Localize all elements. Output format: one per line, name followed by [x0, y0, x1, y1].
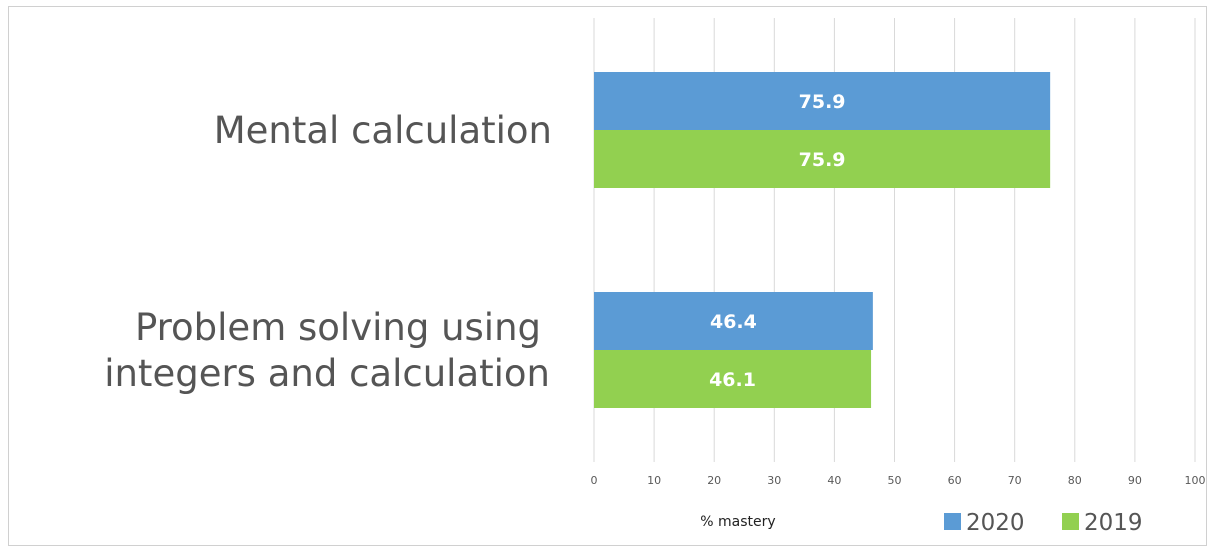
x-tick-label: 20 [707, 474, 721, 487]
x-tick-label: 100 [1185, 474, 1206, 487]
x-tick-label: 60 [948, 474, 962, 487]
category-label: integers and calculation [104, 352, 550, 395]
x-tick-label: 40 [827, 474, 841, 487]
x-axis-title: % mastery [700, 514, 775, 530]
legend-label: 2019 [1084, 510, 1143, 536]
bar-2019-2 [594, 350, 872, 408]
x-tick-label: 80 [1068, 474, 1082, 487]
legend-swatch-2019 [1062, 513, 1079, 530]
x-tick-label: 70 [1008, 474, 1022, 487]
bar-2019-1 [594, 130, 1051, 188]
x-tick-label: 90 [1128, 474, 1142, 487]
category-label: Problem solving using [135, 306, 541, 349]
x-tick-label: 30 [767, 474, 781, 487]
data-label: 46.1 [709, 369, 756, 391]
data-label: 75.9 [799, 149, 846, 171]
legend-swatch-2020 [944, 513, 961, 530]
data-label: 46.4 [710, 311, 757, 333]
bar-2020-2 [594, 292, 873, 350]
x-tick-label: 0 [591, 474, 598, 487]
x-tick-label: 10 [647, 474, 661, 487]
x-tick-label: 50 [888, 474, 902, 487]
data-label: 75.9 [799, 91, 846, 113]
category-label: Mental calculation [214, 109, 552, 152]
bar-2020-1 [594, 72, 1051, 130]
legend-label: 2020 [966, 510, 1025, 536]
